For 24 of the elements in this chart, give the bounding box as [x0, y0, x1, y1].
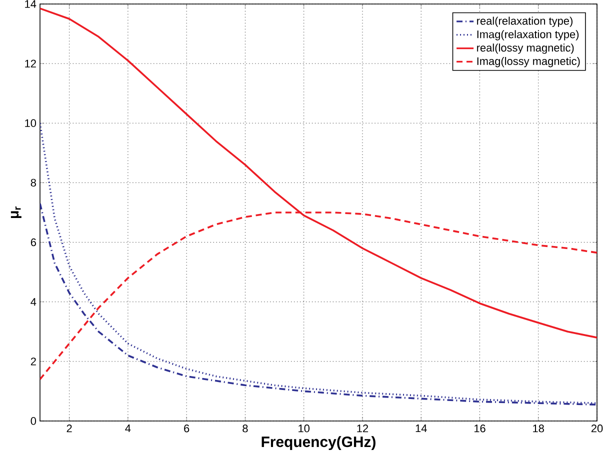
x-tick-label: 18 — [533, 424, 544, 432]
y-tick-label: 10 — [25, 119, 36, 128]
x-tick-label: 12 — [357, 424, 368, 432]
y-tick-label: 6 — [30, 238, 36, 246]
y-tick-label: 4 — [30, 298, 36, 306]
y-tick-label: 8 — [30, 178, 36, 187]
x-tick-label: 20 — [591, 424, 603, 432]
x-tick-label: 2 — [66, 424, 72, 432]
x-tick-label: 6 — [184, 424, 190, 432]
x-tick-label: 14 — [416, 424, 427, 432]
y-tick-label: 12 — [25, 60, 36, 68]
legend-label: Imag(relaxation type) — [477, 30, 579, 40]
x-axis-title: Frequency(GHz) — [262, 436, 376, 450]
y-tick-label: 0 — [30, 417, 36, 425]
legend-label: Imag(lossy magnetic) — [477, 56, 580, 68]
y-axis-title: μ$_{r}$ — [10, 206, 22, 218]
y-tick-label: 14 — [25, 0, 36, 8]
x-tick-label: 10 — [298, 424, 310, 432]
x-tick-label: 8 — [242, 424, 248, 432]
x-tick-label: 4 — [125, 424, 131, 432]
x-tick-label: 16 — [474, 424, 486, 432]
legend-label: real(relaxation type) — [477, 16, 572, 27]
y-tick-label: 2 — [30, 358, 36, 366]
legend-label: real(lossy magnetic) — [477, 44, 574, 54]
